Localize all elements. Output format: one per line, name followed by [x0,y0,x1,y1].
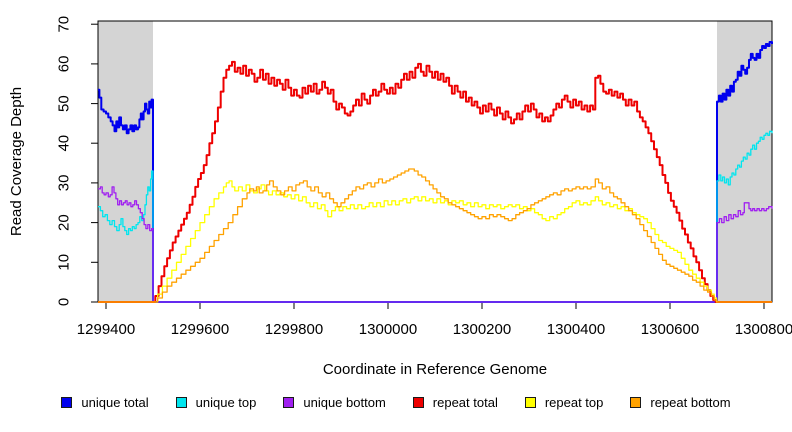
legend-item-unique-total: unique total [61,395,149,410]
shaded-region [98,21,153,302]
x-tick-label: 1300800 [735,321,792,338]
legend-swatch-repeat-total [412,397,424,408]
legend-swatch-unique-top [175,397,187,408]
legend-item-unique-bottom: unique bottom [283,395,386,410]
series-unique-top [98,130,773,303]
y-tick-label: 60 [56,56,73,73]
legend-label-repeat-total: repeat total [432,395,498,410]
series-unique-bottom [98,186,773,303]
legend-swatch-repeat-bottom [630,397,642,408]
x-tick-label: 1299800 [265,321,323,338]
legend-swatch-repeat-top [524,397,536,408]
x-tick-label: 1300000 [359,321,417,338]
legend-label-unique-total: unique total [81,395,149,410]
x-tick-label: 1300600 [641,321,699,338]
plot-border [97,20,773,303]
legend-item-repeat-total: repeat total [412,395,498,410]
legend-item-unique-top: unique top [175,395,257,410]
legend-swatch-unique-bottom [283,397,295,408]
legend-label-unique-bottom: unique bottom [303,395,386,410]
y-tick-label: 10 [56,254,73,271]
y-tick-label: 70 [56,16,73,33]
legend-label-repeat-bottom: repeat bottom [650,395,731,410]
legend-item-repeat-top: repeat top [524,395,604,410]
x-tick-label: 1300200 [453,321,511,338]
x-tick-label: 1299600 [171,321,229,338]
x-axis-title: Coordinate in Reference Genome [322,361,548,378]
y-tick-label: 20 [56,214,73,231]
y-tick-label: 40 [56,135,73,152]
legend-label-repeat-top: repeat top [544,395,604,410]
y-axis-title: Read Coverage Depth [8,86,26,237]
legend-item-repeat-bottom: repeat bottom [630,395,731,410]
series-repeat-bottom [98,168,772,303]
x-tick-label: 1299400 [77,321,135,338]
y-tick-label: 50 [56,95,73,112]
series-repeat-total [98,60,772,303]
x-tick-label: 1300400 [547,321,605,338]
legend-swatch-unique-total [61,397,73,408]
y-axis-title-wrap: Read Coverage Depth [4,21,30,302]
legend: unique total unique top unique bottom re… [0,396,792,409]
shaded-region [717,21,772,302]
series-unique-total [98,41,773,303]
coverage-chart: 1299400 1299600 1299800 1300000 1300200 13004… [56,16,792,338]
legend-label-unique-top: unique top [195,395,257,410]
y-tick-label: 30 [56,175,73,192]
y-tick-label: 0 [56,298,73,306]
